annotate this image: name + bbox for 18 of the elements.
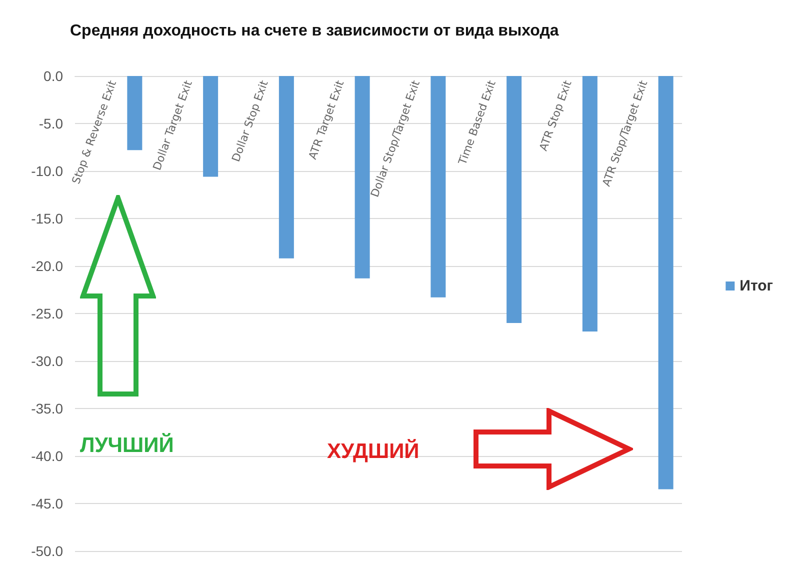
y-tick-label: -5.0 [38,116,64,132]
y-tick-label: -15.0 [31,210,64,226]
annotation: ХУДШИЙ [327,440,420,464]
y-tick-label: -30.0 [31,353,64,369]
y-tick-label: 0.0 [44,68,64,84]
y-tick-label: -45.0 [31,496,64,512]
x-tick-label: Dollar Stop Exit [229,78,272,164]
legend-label: Итог [740,278,774,294]
x-tick-label: Time Based Exit [456,78,499,168]
y-tick-label: -25.0 [31,306,64,322]
annotation: ЛУЧШИЙ [80,434,174,458]
y-tick-label: -35.0 [31,400,64,416]
y-tick-label: -20.0 [31,258,64,274]
x-tick-label: ATR Stop Exit [536,78,575,153]
chart-title: Средняя доходность на счете в зависимости от вида выхода [70,22,559,40]
y-tick-label: -10.0 [31,163,64,179]
y-tick-label: -40.0 [31,448,64,464]
y-tick-label: -50.0 [31,543,64,559]
